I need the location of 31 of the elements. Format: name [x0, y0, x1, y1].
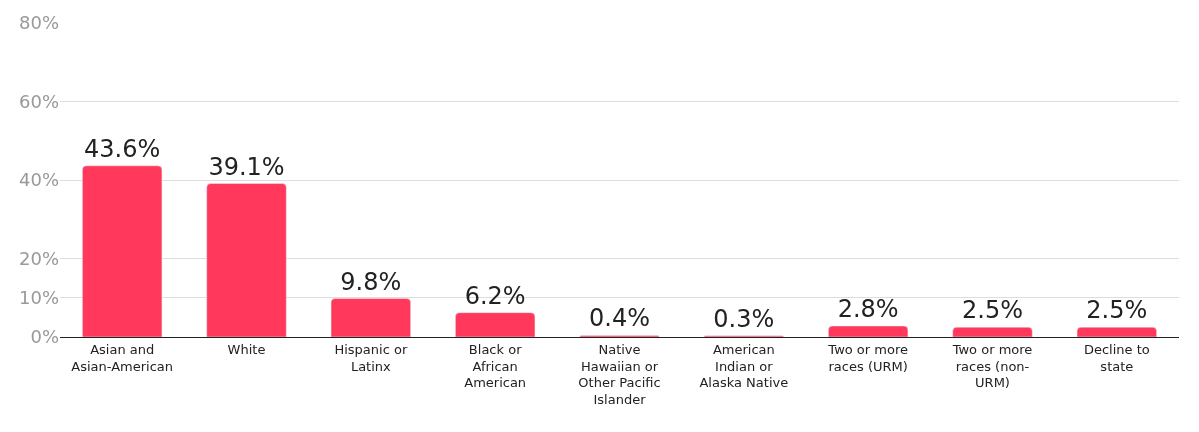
- bar: [330, 298, 411, 337]
- bar: [206, 183, 287, 337]
- data-label: 0.4%: [589, 304, 650, 333]
- bar: [828, 325, 909, 337]
- x-tick-label: Native Hawaiian or Other Pacific Islander: [578, 341, 661, 408]
- data-label: 43.6%: [84, 134, 161, 163]
- bar: [455, 312, 536, 337]
- y-tick-label: 20%: [18, 247, 59, 269]
- bar: [1076, 326, 1157, 337]
- x-tick-label: Hispanic or Latinx: [334, 341, 408, 374]
- x-tick-label: American Indian or Alaska Native: [699, 341, 789, 391]
- data-label: 6.2%: [464, 281, 526, 310]
- data-label: 0.3%: [713, 304, 775, 333]
- bar: [952, 326, 1033, 337]
- data-label: 2.8%: [837, 295, 899, 324]
- x-tick-label: White: [227, 341, 266, 357]
- data-label: 39.1%: [208, 152, 285, 181]
- x-tick-label: Black or African American: [464, 341, 527, 391]
- y-tick-label: 40%: [18, 169, 59, 191]
- bar: [82, 165, 163, 337]
- data-label: 2.5%: [1086, 296, 1148, 325]
- x-tick-label: Decline to state: [1083, 341, 1150, 374]
- y-tick-label: 60%: [18, 90, 59, 112]
- x-tick-label: Two or more races (URM): [827, 341, 908, 374]
- data-label: 2.5%: [962, 296, 1023, 325]
- x-tick-label: Asian and Asian-American: [71, 341, 174, 374]
- data-label: 9.8%: [340, 267, 402, 296]
- y-tick-label: 0%: [30, 326, 59, 348]
- y-tick-label: 10%: [18, 287, 59, 309]
- x-tick-label: Two or more races (non-URM): [951, 341, 1033, 391]
- y-tick-label: 80%: [18, 12, 59, 34]
